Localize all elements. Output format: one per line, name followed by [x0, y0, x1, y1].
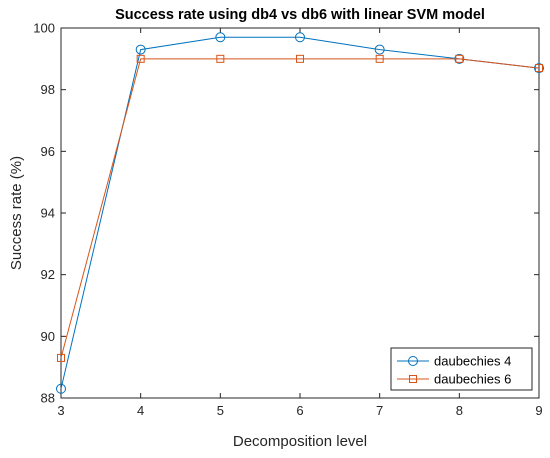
- data-point-daubechies-6-3: [57, 353, 65, 362]
- series-group: [56, 32, 544, 394]
- x-tick-label-6: 6: [296, 403, 303, 418]
- y-tick-label-88: 88: [41, 391, 55, 406]
- data-point-daubechies-4-7: [374, 44, 385, 55]
- x-tick-label-5: 5: [217, 403, 224, 418]
- chart-legend: daubechies 4 daubechies 6: [390, 347, 533, 391]
- plot-area-frame: [60, 27, 540, 399]
- data-point-daubechies-4-3: [56, 383, 66, 394]
- legend-marker-daubechies-4: [408, 356, 418, 366]
- legend-entries: daubechies 4 daubechies 6: [397, 354, 511, 387]
- x-tick-label-3: 3: [57, 403, 64, 418]
- y-tick-label-90: 90: [41, 329, 55, 344]
- y-tick-label-96: 96: [41, 144, 55, 159]
- legend-entry-daubechies-6: daubechies 6: [397, 372, 511, 387]
- y-axis-ticks: 88 90 92 94 96 98 100: [33, 21, 539, 406]
- y-axis-label: Success rate (%): [8, 156, 25, 270]
- y-tick-label-98: 98: [41, 82, 55, 97]
- x-tick-label-9: 9: [535, 403, 542, 418]
- chart-title: Success rate using db4 vs db6 with linea…: [115, 7, 485, 23]
- y-tick-label-94: 94: [41, 206, 55, 221]
- data-point-daubechies-4-9: [534, 63, 544, 74]
- x-axis-label: Decomposition level: [233, 433, 367, 450]
- legend-entry-daubechies-4: daubechies 4: [397, 354, 511, 369]
- x-tick-label-8: 8: [456, 403, 463, 418]
- series-line-daubechies-6: [60, 58, 540, 359]
- y-tick-label-100: 100: [33, 21, 55, 36]
- y-tick-label-92: 92: [41, 267, 55, 282]
- data-point-daubechies-6-9: [535, 64, 543, 73]
- data-point-daubechies-6-7: [375, 54, 384, 63]
- legend-label-daubechies-4: daubechies 4: [434, 354, 511, 369]
- data-point-daubechies-6-6: [296, 54, 304, 63]
- x-tick-label-7: 7: [376, 403, 383, 418]
- data-point-daubechies-6-8: [455, 54, 464, 63]
- data-point-daubechies-6-5: [216, 54, 225, 63]
- legend-label-daubechies-6: daubechies 6: [434, 372, 511, 387]
- data-point-daubechies-4-6: [295, 32, 305, 43]
- series-daubechies-6: [57, 54, 543, 362]
- x-tick-label-4: 4: [137, 403, 144, 418]
- data-point-daubechies-6-4: [136, 54, 145, 63]
- data-point-daubechies-4-4: [135, 44, 146, 55]
- data-point-daubechies-4-5: [215, 32, 226, 43]
- legend-marker-daubechies-6: [409, 375, 417, 383]
